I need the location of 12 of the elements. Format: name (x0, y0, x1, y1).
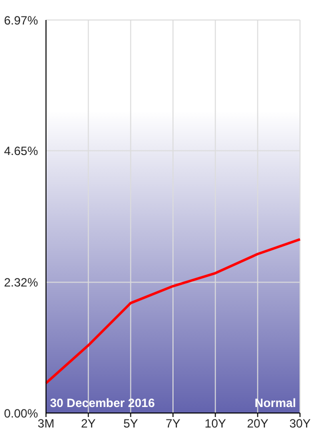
x-tick-label: 7Y (166, 416, 180, 430)
y-tick-label: 0.00% (4, 406, 38, 420)
x-tick-label: 5Y (123, 416, 138, 430)
x-tick-label: 3M (38, 416, 54, 430)
y-tick-label: 6.97% (4, 13, 38, 28)
line-series (44, 238, 302, 384)
x-tick-label: 10Y (204, 416, 226, 430)
x-tick-label: 20Y (246, 416, 268, 430)
y-tick-label: 2.32% (4, 275, 38, 290)
y-tick-label: 4.65% (4, 144, 38, 158)
x-tick-label: 30Y (289, 416, 311, 430)
x-tick-label: 2Y (80, 416, 96, 430)
